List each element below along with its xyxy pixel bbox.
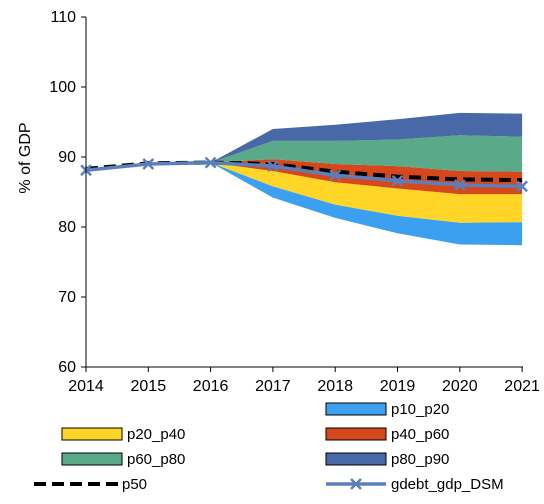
legend-label: gdebt_gdp_DSM — [391, 476, 504, 493]
y-tick-label: 90 — [58, 149, 76, 166]
band-p80-p90 — [210, 112, 523, 163]
y-tick-label: 60 — [58, 359, 76, 376]
series-marker-gdebt — [453, 179, 466, 191]
series-marker-gdebt — [204, 156, 217, 169]
x-tick-label: 2018 — [317, 378, 353, 395]
y-tick-label: 110 — [50, 9, 76, 26]
legend-item-p80-p90: p80_p90 — [325, 451, 449, 468]
x-axis-ticks: 2014 2015 2016 2017 2018 2019 2020 2021 — [68, 367, 540, 395]
legend-item-p60-p80: p60_p80 — [61, 451, 185, 468]
legend-label: p10_p20 — [391, 401, 449, 418]
legend-swatch — [61, 452, 123, 466]
series-marker-gdebt — [516, 180, 528, 193]
legend-swatch — [325, 427, 387, 441]
y-axis-title: % of GDP — [17, 122, 34, 193]
series-marker-gdebt — [391, 174, 404, 187]
y-tick-label: 80 — [58, 219, 76, 236]
band-p10-p20 — [210, 162, 523, 246]
x-tick-label: 2020 — [442, 378, 478, 395]
y-tick-label: 70 — [58, 289, 76, 306]
legend-swatch — [325, 402, 387, 416]
x-tick-label: 2015 — [131, 378, 167, 395]
series-line-gdebt — [85, 160, 523, 189]
legend-item-p40-p60: p40_p60 — [325, 426, 449, 443]
band-p20-p40 — [210, 162, 523, 223]
x-tick-label: 2021 — [504, 378, 540, 395]
series-lines — [80, 156, 528, 193]
x-tick-label: 2019 — [380, 378, 416, 395]
x-tick-label: 2017 — [255, 378, 291, 395]
legend-label: p40_p60 — [391, 426, 449, 443]
series-marker-gdebt — [142, 158, 155, 170]
legend-item-p50: p50 — [34, 476, 147, 493]
legend-swatch — [325, 452, 387, 466]
legend-item-p10-p20: p10_p20 — [325, 401, 449, 418]
x-tick-label: 2014 — [68, 378, 104, 395]
x-tick-label: 2016 — [193, 378, 229, 395]
legend-label: p60_p80 — [127, 451, 185, 468]
legend: p10_p20 p20_p40 p40_p60 p60_p80 p80_p90 p50 gd… — [34, 401, 504, 493]
y-tick-label: 100 — [49, 79, 76, 96]
band-p60-p80 — [210, 135, 523, 172]
y-axis-ticks: 60 70 80 90 100 110 — [49, 9, 86, 376]
legend-label: p50 — [122, 476, 147, 493]
legend-label: p80_p90 — [391, 451, 449, 468]
legend-item-gdebt-gdp-DSM: gdebt_gdp_DSM — [326, 476, 504, 493]
legend-item-p20-p40: p20_p40 — [61, 426, 185, 443]
legend-swatch — [61, 427, 123, 441]
series-marker-gdebt — [267, 160, 279, 172]
legend-label: p20_p40 — [127, 426, 185, 443]
series-marker-gdebt — [329, 169, 342, 182]
